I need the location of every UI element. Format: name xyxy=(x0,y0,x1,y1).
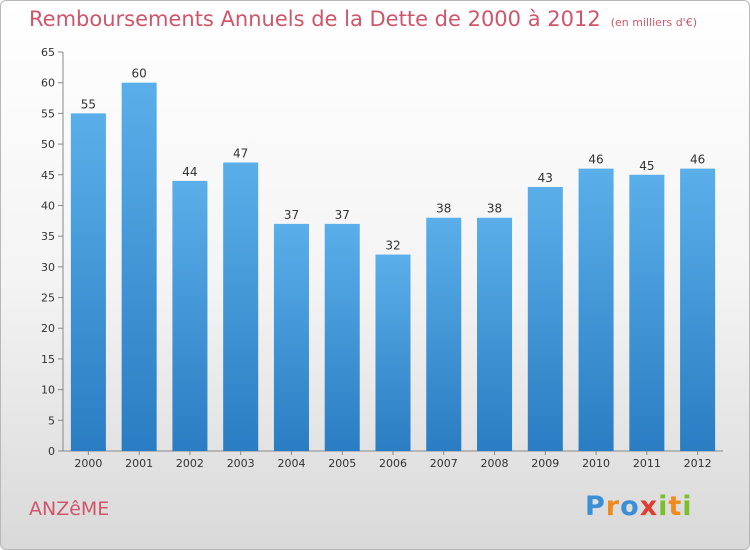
data-label-2003: 47 xyxy=(233,146,248,160)
proxiti-logo[interactable]: Proxiti xyxy=(585,491,693,522)
y-tick-label: 55 xyxy=(41,107,55,120)
bar-2002 xyxy=(172,180,208,451)
data-label-2002: 44 xyxy=(182,165,197,179)
y-tick-label: 25 xyxy=(41,292,55,305)
bar-2000 xyxy=(70,113,106,451)
data-label-2012: 46 xyxy=(690,153,705,167)
data-label-2010: 46 xyxy=(588,153,603,167)
data-label-2000: 55 xyxy=(81,97,96,111)
bar-2009 xyxy=(527,187,563,452)
y-tick-label: 50 xyxy=(41,138,55,151)
y-tick-label: 65 xyxy=(41,46,55,59)
data-label-2005: 37 xyxy=(335,208,350,222)
bar-2008 xyxy=(477,217,513,451)
data-label-2011: 45 xyxy=(639,159,654,173)
x-tick-label-2010: 2010 xyxy=(582,457,610,470)
y-tick-label: 5 xyxy=(48,414,55,427)
bar-2011 xyxy=(629,174,665,451)
x-tick-label-2007: 2007 xyxy=(430,457,458,470)
x-tick-label-2002: 2002 xyxy=(176,457,204,470)
data-label-2006: 32 xyxy=(385,239,400,253)
data-label-2004: 37 xyxy=(284,208,299,222)
y-tick-label: 0 xyxy=(48,445,55,458)
y-tick-label: 15 xyxy=(41,353,55,366)
x-tick-label-2004: 2004 xyxy=(277,457,305,470)
data-label-2009: 43 xyxy=(538,171,553,185)
x-tick-label-2005: 2005 xyxy=(328,457,356,470)
bar-2012 xyxy=(680,168,716,451)
x-tick-label-2009: 2009 xyxy=(531,457,559,470)
bar-2006 xyxy=(375,254,411,451)
bar-2001 xyxy=(121,82,157,451)
x-tick-label-2000: 2000 xyxy=(74,457,102,470)
bar-2007 xyxy=(426,217,462,451)
bar-2005 xyxy=(324,223,360,451)
y-tick-label: 60 xyxy=(41,77,55,90)
y-tick-label: 20 xyxy=(41,322,55,335)
x-tick-label-2003: 2003 xyxy=(227,457,255,470)
y-tick-label: 35 xyxy=(41,230,55,243)
data-label-2007: 38 xyxy=(436,202,451,216)
commune-name: ANZêME xyxy=(29,498,110,520)
bar-2010 xyxy=(578,168,614,451)
x-tick-label-2012: 2012 xyxy=(684,457,712,470)
x-tick-label-2006: 2006 xyxy=(379,457,407,470)
x-tick-label-2001: 2001 xyxy=(125,457,153,470)
data-label-2008: 38 xyxy=(487,202,502,216)
x-tick-label-2008: 2008 xyxy=(481,457,509,470)
bar-2004 xyxy=(273,223,309,451)
data-label-2001: 60 xyxy=(132,67,147,81)
bar-2003 xyxy=(223,162,259,451)
y-tick-label: 40 xyxy=(41,199,55,212)
unit-label: (en milliers d'€) xyxy=(610,16,697,29)
y-tick-label: 10 xyxy=(41,384,55,397)
y-tick-label: 30 xyxy=(41,261,55,274)
x-tick-label-2011: 2011 xyxy=(633,457,661,470)
y-tick-label: 45 xyxy=(41,169,55,182)
chart-title: Remboursements Annuels de la Dette de 20… xyxy=(29,7,697,31)
